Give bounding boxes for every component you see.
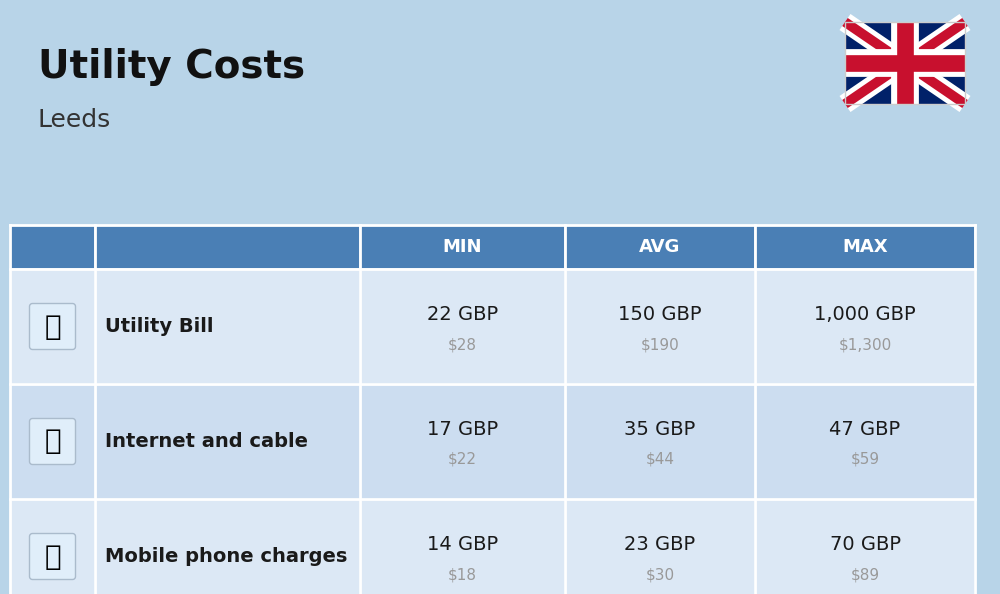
Text: Leeds: Leeds [38,108,111,132]
Bar [11,270,94,383]
Text: 📶: 📶 [44,428,61,456]
FancyBboxPatch shape [30,304,76,349]
Bar [566,500,754,594]
Bar [361,226,564,268]
Text: Utility Costs: Utility Costs [38,48,305,86]
Text: $28: $28 [448,337,477,352]
Text: $59: $59 [850,452,880,467]
Text: $44: $44 [646,452,674,467]
Bar [11,385,94,498]
Text: $30: $30 [645,567,675,582]
FancyBboxPatch shape [30,419,76,465]
Text: 📱: 📱 [44,542,61,570]
Text: MAX: MAX [842,238,888,256]
Bar [566,226,754,268]
Text: 150 GBP: 150 GBP [618,305,702,324]
Text: 23 GBP: 23 GBP [624,535,696,554]
Bar [96,270,359,383]
Bar [845,22,965,104]
Text: $18: $18 [448,567,477,582]
Bar [361,270,564,383]
Bar [361,500,564,594]
Bar [566,270,754,383]
Bar [756,270,974,383]
Text: $22: $22 [448,452,477,467]
Bar [756,385,974,498]
Bar [11,500,94,594]
Text: 70 GBP: 70 GBP [830,535,900,554]
Text: 17 GBP: 17 GBP [427,420,498,439]
Bar [756,226,974,268]
Bar [566,385,754,498]
Text: 14 GBP: 14 GBP [427,535,498,554]
Bar [96,385,359,498]
Bar [11,226,94,268]
Text: AVG: AVG [639,238,681,256]
Bar [96,500,359,594]
Bar [96,226,359,268]
Text: Utility Bill: Utility Bill [105,317,214,336]
Text: Internet and cable: Internet and cable [105,432,308,451]
Text: $1,300: $1,300 [838,337,892,352]
Text: 🔧: 🔧 [44,312,61,340]
FancyBboxPatch shape [30,533,76,580]
Text: 35 GBP: 35 GBP [624,420,696,439]
Text: 22 GBP: 22 GBP [427,305,498,324]
Text: MIN: MIN [443,238,482,256]
Text: $190: $190 [641,337,679,352]
Text: $89: $89 [850,567,880,582]
Bar [361,385,564,498]
Text: 1,000 GBP: 1,000 GBP [814,305,916,324]
Bar [756,500,974,594]
Bar [845,22,965,104]
Text: Mobile phone charges: Mobile phone charges [105,547,347,566]
Text: 47 GBP: 47 GBP [829,420,901,439]
